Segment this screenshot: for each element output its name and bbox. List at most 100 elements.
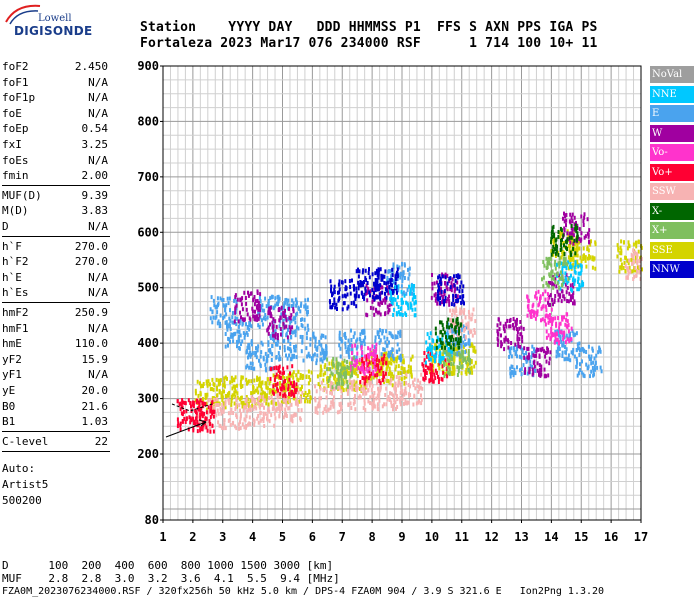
- data-point: [278, 307, 281, 312]
- data-point: [319, 386, 322, 391]
- data-point: [239, 412, 242, 417]
- data-point: [389, 297, 392, 301]
- data-point: [376, 281, 379, 286]
- data-point: [439, 355, 442, 360]
- data-point: [561, 252, 564, 257]
- data-point: [581, 280, 584, 285]
- data-point: [363, 382, 366, 387]
- data-point: [397, 310, 400, 315]
- data-point: [369, 395, 372, 400]
- data-point: [565, 317, 568, 322]
- data-point: [279, 381, 282, 385]
- data-point: [451, 350, 454, 355]
- data-point: [635, 273, 638, 278]
- data-point: [263, 405, 265, 410]
- data-point: [271, 331, 274, 336]
- data-point: [395, 272, 398, 277]
- data-point: [516, 334, 519, 339]
- data-point: [378, 340, 381, 345]
- data-point: [627, 240, 630, 245]
- data-point: [340, 407, 342, 412]
- data-point: [233, 319, 236, 324]
- data-point: [181, 419, 184, 424]
- data-point: [452, 298, 455, 303]
- data-point: [554, 251, 557, 256]
- data-point: [231, 393, 234, 398]
- data-point: [453, 302, 456, 307]
- data-point: [391, 267, 394, 272]
- data-point: [438, 348, 441, 353]
- data-point: [340, 389, 343, 394]
- data-point: [301, 340, 304, 345]
- data-point: [241, 339, 244, 344]
- data-point: [301, 373, 304, 378]
- data-point: [550, 307, 553, 312]
- data-point: [474, 319, 477, 324]
- data-point: [366, 290, 369, 295]
- data-point: [520, 355, 523, 360]
- data-point: [386, 276, 389, 280]
- data-point: [338, 336, 341, 341]
- data-point: [570, 326, 573, 331]
- data-point: [287, 385, 290, 389]
- param-value: 15.9: [81, 352, 109, 366]
- data-point: [447, 347, 450, 352]
- data-point: [391, 283, 393, 288]
- data-point: [294, 297, 297, 302]
- x-tick-label: 13: [514, 530, 528, 544]
- data-point: [253, 316, 256, 321]
- data-point: [408, 392, 411, 397]
- data-point: [512, 325, 515, 330]
- data-point: [281, 406, 283, 411]
- data-point: [365, 312, 368, 317]
- data-point: [562, 264, 564, 268]
- data-point: [253, 398, 256, 403]
- data-point: [635, 273, 638, 278]
- data-point: [512, 317, 515, 321]
- data-point: [325, 350, 328, 355]
- data-point: [187, 398, 190, 403]
- data-point: [351, 347, 354, 352]
- data-point: [502, 324, 505, 329]
- data-point: [227, 399, 230, 404]
- data-point: [459, 354, 462, 359]
- data-point: [436, 280, 438, 285]
- data-point: [245, 377, 248, 382]
- data-point: [515, 349, 518, 354]
- data-point: [277, 299, 280, 304]
- data-point: [315, 358, 318, 363]
- data-point: [296, 386, 298, 391]
- data-point: [569, 337, 572, 342]
- data-point: [532, 368, 535, 373]
- data-point: [363, 328, 366, 333]
- data-point: [259, 354, 262, 359]
- data-point: [542, 275, 545, 280]
- data-point: [568, 235, 571, 240]
- data-point: [496, 342, 499, 347]
- data-point: [453, 348, 456, 353]
- data-point: [400, 305, 403, 310]
- data-point: [444, 372, 447, 377]
- data-point: [468, 314, 471, 318]
- data-point: [227, 397, 230, 402]
- data-point: [336, 410, 339, 415]
- param-row: fxI 3.25: [2, 138, 108, 154]
- data-point: [566, 237, 569, 242]
- data-point: [576, 234, 579, 239]
- data-point: [191, 402, 194, 407]
- data-point: [309, 396, 312, 401]
- data-point: [358, 394, 361, 399]
- data-point: [254, 352, 257, 357]
- data-point: [531, 365, 534, 369]
- data-point: [514, 371, 517, 376]
- data-point: [550, 326, 553, 331]
- data-point: [250, 395, 253, 400]
- data-point: [429, 377, 432, 382]
- data-point: [372, 401, 375, 405]
- data-point: [231, 396, 234, 400]
- data-point: [382, 378, 384, 383]
- data-point: [575, 240, 578, 245]
- data-point: [271, 325, 274, 330]
- data-point: [592, 373, 595, 378]
- data-point: [448, 302, 451, 307]
